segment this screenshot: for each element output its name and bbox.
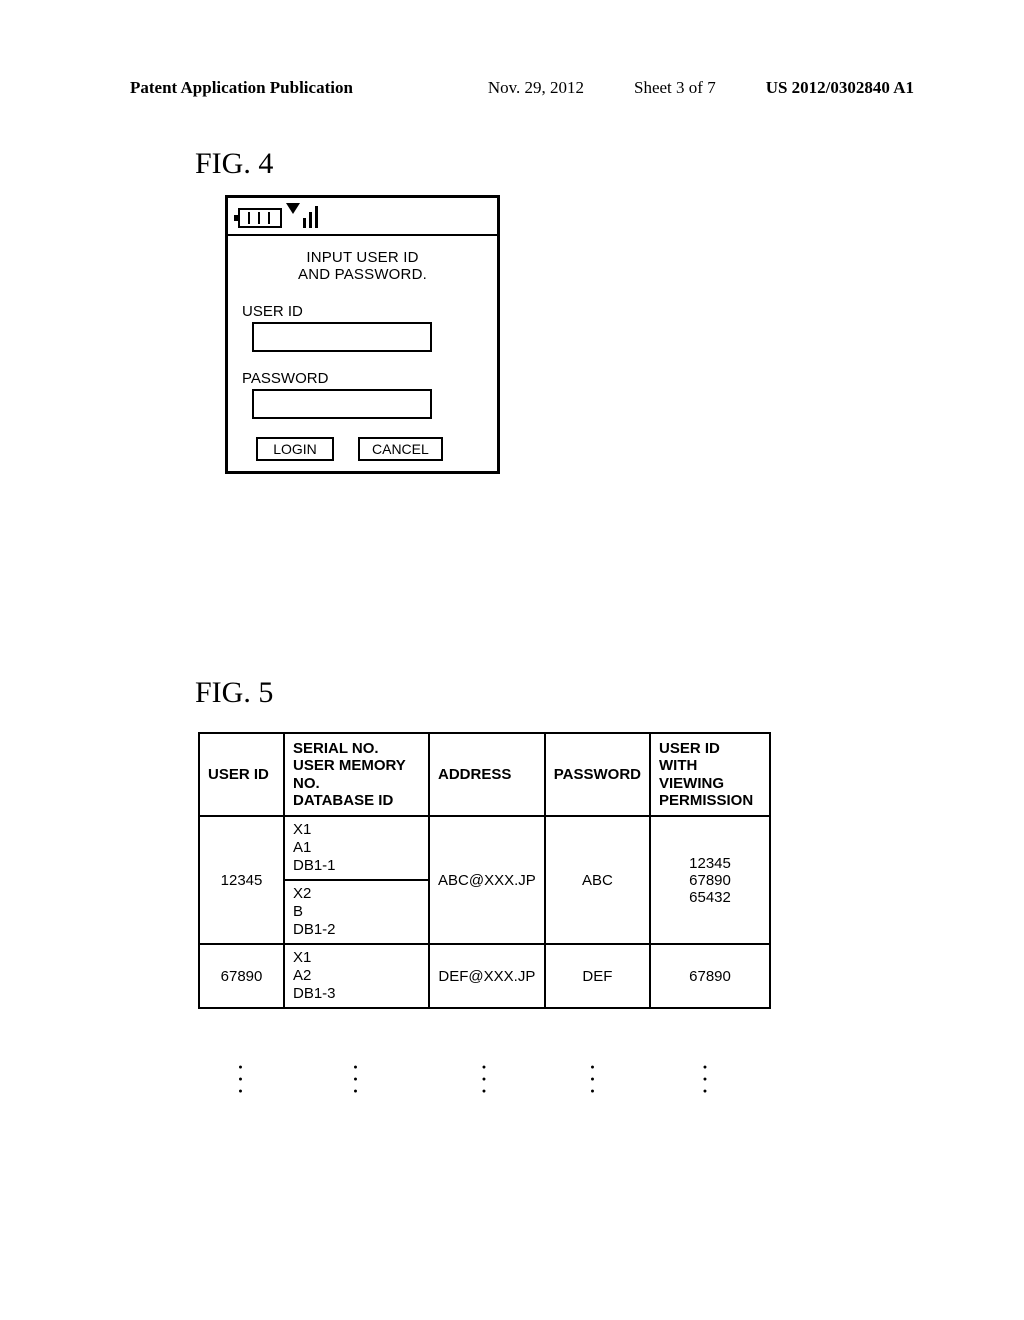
publication-date: Nov. 29, 2012 [488,78,584,98]
signal-icon [286,206,318,228]
publication-label: Patent Application Publication [130,78,353,98]
publication-number: US 2012/0302840 A1 [766,78,914,98]
password-label: PASSWORD [242,370,487,387]
table-row: 12345X1A1DB1-1X2BDB1-2ABC@XXX.JPABC12345… [199,816,770,944]
login-button[interactable]: LOGIN [256,437,334,461]
ellipsis-row: ●●● ●●● ●●● ●●● ●●● [198,1062,765,1098]
table-row: 67890X1A2DB1-3DEF@XXX.JPDEF67890 [199,944,770,1008]
button-row: LOGIN CANCEL [238,437,487,461]
cell-serial: X1A2DB1-3 [284,944,429,1008]
password-input[interactable] [252,389,432,419]
ellipsis-icon: ●●● [198,1062,283,1098]
sheet-number: Sheet 3 of 7 [634,78,716,98]
cell-user-id: 12345 [199,816,284,944]
th-address: ADDRESS [429,733,545,816]
instruction-line1: INPUT USER ID [306,249,418,266]
instruction-text: INPUT USER ID AND PASSWORD. [238,250,487,283]
cell-address: ABC@XXX.JP [429,816,545,944]
th-permission: USER ID WITHVIEWINGPERMISSION [650,733,770,816]
cell-serial: X1A1DB1-1X2BDB1-2 [284,816,429,944]
user-id-input[interactable] [252,322,432,352]
ellipsis-icon: ●●● [428,1062,540,1098]
figure-5-label: FIG. 5 [195,676,273,710]
data-table: USER ID SERIAL NO.USER MEMORY NO.DATABAS… [198,732,771,1009]
phone-body: INPUT USER ID AND PASSWORD. USER ID PASS… [228,236,497,461]
cell-permission: 67890 [650,944,770,1008]
cancel-button[interactable]: CANCEL [358,437,443,461]
th-serial: SERIAL NO.USER MEMORY NO.DATABASE ID [284,733,429,816]
cell-address: DEF@XXX.JP [429,944,545,1008]
cell-password: ABC [545,816,650,944]
ellipsis-icon: ●●● [540,1062,645,1098]
header-right: Nov. 29, 2012 Sheet 3 of 7 US 2012/03028… [488,78,914,98]
battery-icon [238,208,282,228]
ellipsis-icon: ●●● [283,1062,428,1098]
user-id-label: USER ID [242,303,487,320]
phone-status-bar [228,198,497,228]
instruction-line2: AND PASSWORD. [298,266,427,283]
cell-user-id: 67890 [199,944,284,1008]
table-header-row: USER ID SERIAL NO.USER MEMORY NO.DATABAS… [199,733,770,816]
figure-4-label: FIG. 4 [195,147,273,181]
page-header: Patent Application Publication Nov. 29, … [0,78,1024,98]
th-user-id: USER ID [199,733,284,816]
th-password: PASSWORD [545,733,650,816]
phone-mockup: INPUT USER ID AND PASSWORD. USER ID PASS… [225,195,500,474]
cell-password: DEF [545,944,650,1008]
table-body: 12345X1A1DB1-1X2BDB1-2ABC@XXX.JPABC12345… [199,816,770,1008]
cell-permission: 123456789065432 [650,816,770,944]
ellipsis-icon: ●●● [645,1062,765,1098]
